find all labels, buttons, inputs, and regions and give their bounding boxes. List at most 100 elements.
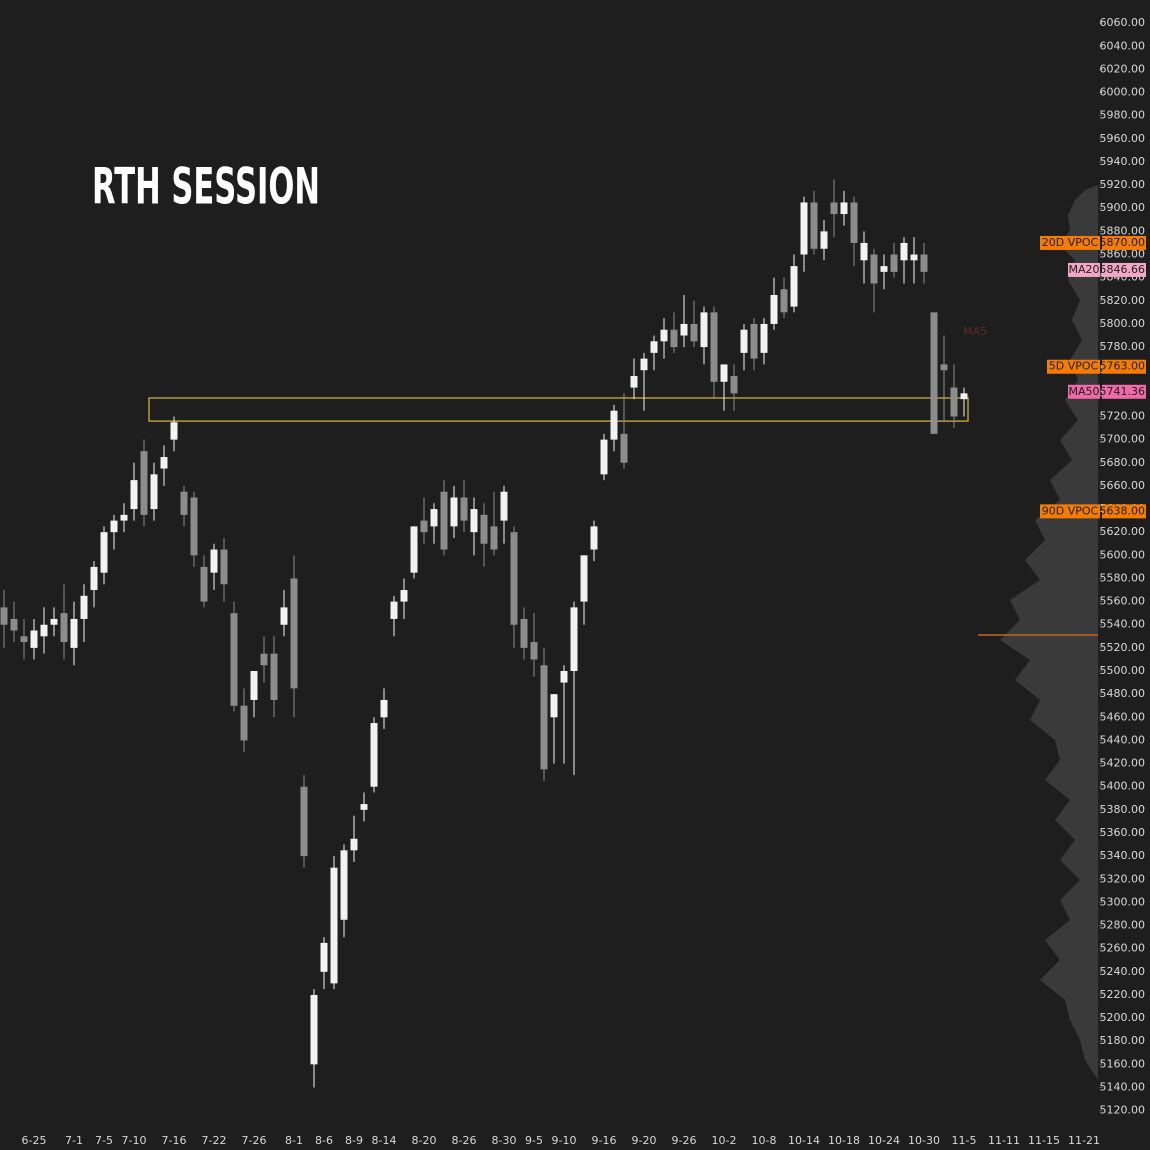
y-tick-label: 5540.00 [1100,618,1146,631]
candle-body [190,497,198,556]
x-tick-label: 8-6 [315,1134,333,1147]
candle-body [940,364,948,371]
candle-body [780,289,788,313]
candle-body [710,312,718,382]
candle-body [960,393,968,400]
candle-body [60,613,68,643]
candle-body [800,202,808,255]
x-tick-label: 8-1 [285,1134,303,1147]
candle-body [90,566,98,591]
candle-body [700,312,708,348]
x-tick-label: 11-5 [952,1134,977,1147]
level-value-bg [1102,262,1146,277]
level-value: 5870.00 [1100,236,1146,249]
y-tick-label: 5220.00 [1100,988,1146,1001]
chart-title: RTH SESSION [92,158,320,216]
ma-label: MA5 [963,325,987,338]
y-tick-label: 5360.00 [1100,826,1146,839]
y-tick-label: 5120.00 [1100,1104,1146,1117]
y-tick-label: 5380.00 [1100,803,1146,816]
level-name: MA50 [1068,385,1099,398]
x-tick-label: 10-2 [712,1134,737,1147]
candle-body [520,618,528,648]
candle-body [670,329,678,348]
candle-body [20,636,28,643]
candle-body [410,526,418,573]
candle-body [730,376,738,394]
x-tick-label: 9-5 [525,1134,543,1147]
y-tick-label: 5480.00 [1100,687,1146,700]
candle-body [130,480,138,510]
candle-body [580,555,588,602]
candle-body [240,705,248,741]
x-tick-label: 11-21 [1068,1134,1100,1147]
level-name-bg [1068,384,1100,399]
candle-body [280,607,288,625]
level-value: 5638.00 [1100,504,1146,517]
x-tick-label: 7-1 [65,1134,83,1147]
candle-body [510,532,518,625]
x-tick-label: 11-11 [988,1134,1020,1147]
y-tick-label: 6020.00 [1100,62,1146,75]
x-tick-label: 10-14 [788,1134,820,1147]
level-name-bg [1068,262,1100,277]
candle-body [380,699,388,718]
x-tick-label: 11-15 [1028,1134,1060,1147]
candle-body [750,323,758,359]
candle-body [560,671,568,683]
candle-body [660,329,668,342]
candle-body [690,323,698,342]
candle-body [270,653,278,700]
y-tick-label: 5720.00 [1100,409,1146,422]
candle-body [930,312,938,434]
y-tick-label: 5680.00 [1100,456,1146,469]
y-tick-label: 5460.00 [1100,710,1146,723]
candle-body [350,838,358,851]
candle-body [500,491,508,521]
candle-body [900,242,908,261]
y-tick-label: 5900.00 [1100,201,1146,214]
y-tick-label: 5880.00 [1100,224,1146,237]
candle-body [300,786,308,857]
x-tick-label: 10-8 [752,1134,777,1147]
candle-body [200,566,208,602]
y-tick-label: 5980.00 [1100,109,1146,122]
candle-body [260,653,268,666]
candle-body [600,439,608,475]
candle-body [620,433,628,463]
x-tick-label: 9-20 [632,1134,657,1147]
candle-body [610,410,618,440]
candle-body [480,514,488,544]
y-tick-label: 5420.00 [1100,757,1146,770]
candle-body [50,618,58,625]
y-tick-label: 5860.00 [1100,248,1146,261]
candle-body [530,642,538,660]
x-tick-label: 10-30 [908,1134,940,1147]
candle-body [370,723,378,787]
y-tick-label: 5940.00 [1100,155,1146,168]
y-tick-label: 5240.00 [1100,965,1146,978]
x-tick-label: 10-24 [868,1134,900,1147]
x-tick-label: 8-20 [412,1134,437,1147]
candle-body [0,607,8,625]
candle-body [820,231,828,249]
y-tick-label: 6000.00 [1100,86,1146,99]
x-tick-label: 7-22 [202,1134,227,1147]
candle-body [950,387,958,417]
candle-body [210,549,218,573]
y-tick-label: 5140.00 [1100,1081,1146,1094]
x-tick-label: 9-16 [592,1134,617,1147]
level-value-bg [1102,384,1146,399]
candle-body [870,254,878,284]
candle-body [760,323,768,353]
candle-body [720,364,728,382]
candle-body [860,242,868,261]
x-tick-label: 7-10 [122,1134,147,1147]
candle-body [590,526,598,550]
y-tick-label: 5500.00 [1100,664,1146,677]
candle-body [30,630,38,648]
level-value: 5846.66 [1100,263,1146,276]
y-tick-label: 5340.00 [1100,849,1146,862]
